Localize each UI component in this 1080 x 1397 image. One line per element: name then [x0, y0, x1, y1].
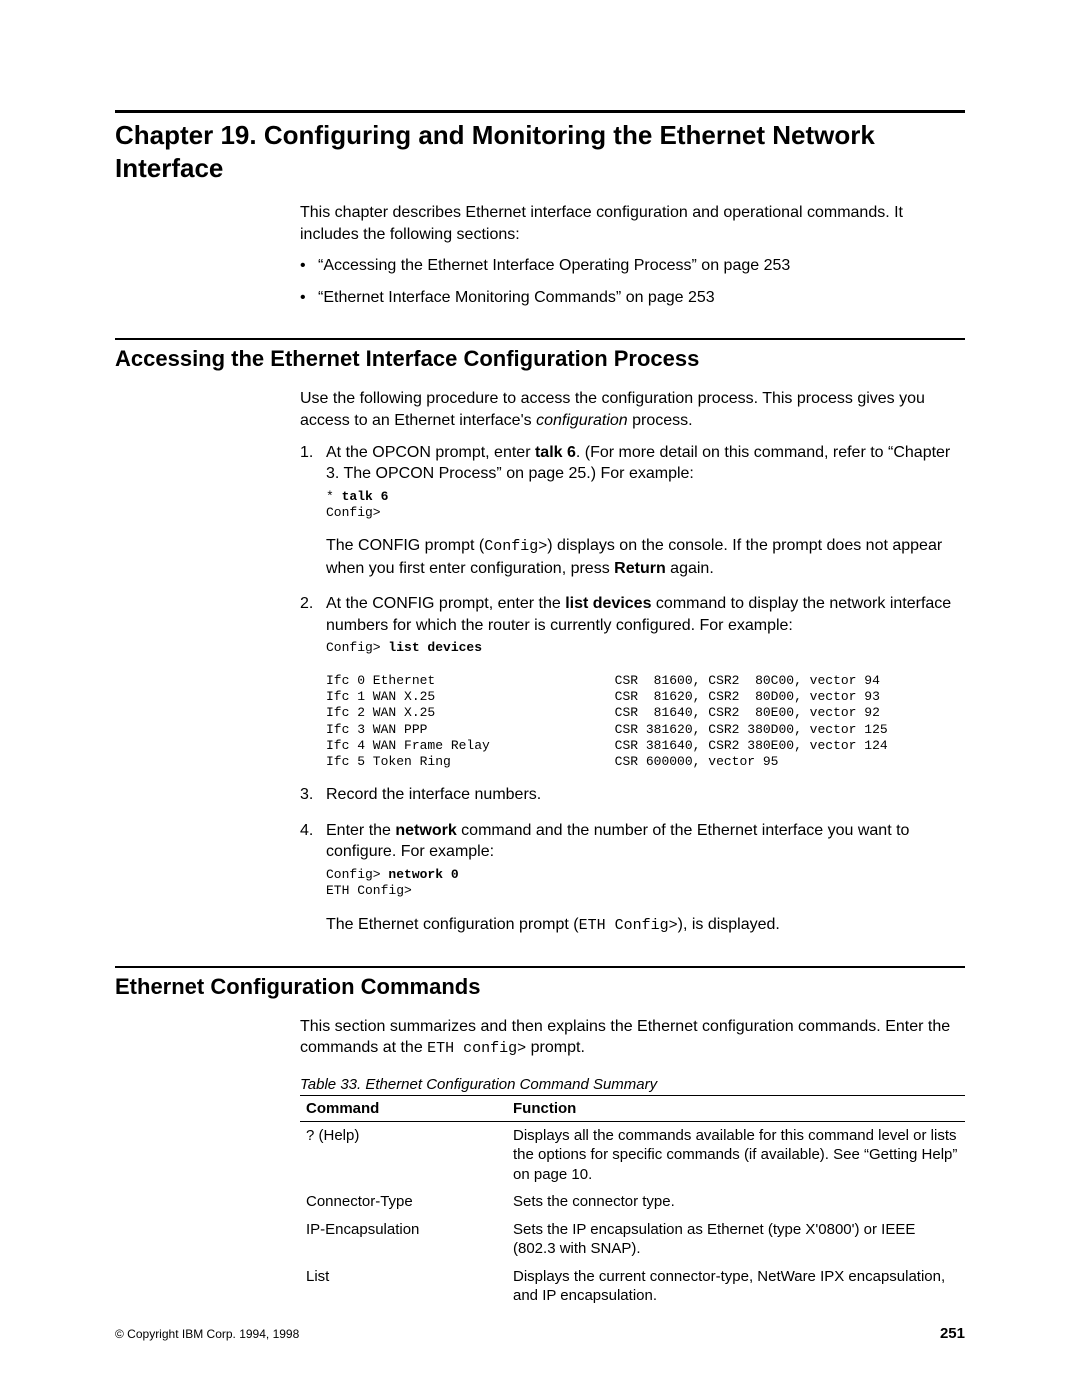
code-block-3: Config> network 0 ETH Config> [326, 867, 965, 900]
step-3: Record the interface numbers. [300, 784, 965, 806]
text: ), is displayed. [678, 916, 780, 933]
step4-follow: The Ethernet configuration prompt (ETH C… [326, 914, 965, 936]
step-1: At the OPCON prompt, enter talk 6. (For … [300, 442, 965, 580]
text-bold: Return [614, 560, 666, 577]
section2-body: This section summarizes and then explain… [300, 1016, 965, 1310]
command-summary-table: Command Function ? (Help) Displays all t… [300, 1095, 965, 1310]
text: This section summarizes and then explain… [300, 1018, 950, 1057]
code-block-2: Config> list devices Ifc 0 Ethernet CSR … [326, 640, 965, 770]
text-bold: list devices [565, 595, 651, 612]
func-cell: Sets the IP encapsulation as Ethernet (t… [507, 1216, 965, 1263]
text: At the OPCON prompt, enter [326, 444, 535, 461]
code-cmd: list devices [388, 640, 482, 655]
section-rule [115, 966, 965, 968]
section1-body: Use the following procedure to access th… [300, 388, 965, 935]
mono-text: ETH Config> [579, 917, 678, 934]
step-4: Enter the network command and the number… [300, 820, 965, 936]
table-row: Connector-Type Sets the connector type. [300, 1188, 965, 1216]
table-row: List Displays the current connector-type… [300, 1263, 965, 1310]
table-header-row: Command Function [300, 1095, 965, 1121]
table-header: Command [300, 1095, 507, 1121]
code-text: ETH Config> [326, 883, 412, 898]
table-row: IP-Encapsulation Sets the IP encapsulati… [300, 1216, 965, 1263]
code-text: Config> [326, 640, 388, 655]
page-number: 251 [940, 1325, 965, 1342]
section1-intro: Use the following procedure to access th… [300, 388, 965, 431]
code-text: Config> [326, 505, 381, 520]
procedure-list: At the OPCON prompt, enter talk 6. (For … [300, 442, 965, 936]
cmd-cell: Connector-Type [300, 1188, 507, 1216]
step1-follow: The CONFIG prompt (Config>) displays on … [326, 535, 965, 579]
code-text: Config> [326, 867, 388, 882]
intro-paragraph: This chapter describes Ethernet interfac… [300, 202, 965, 245]
func-cell: Displays the current connector-type, Net… [507, 1263, 965, 1310]
section2-intro: This section summarizes and then explain… [300, 1016, 965, 1060]
section-title: Ethernet Configuration Commands [115, 974, 965, 1000]
page-footer: © Copyright IBM Corp. 1994, 1998 251 [115, 1325, 965, 1342]
chapter-intro-block: This chapter describes Ethernet interfac… [300, 202, 965, 308]
mono-text: ETH config> [427, 1040, 526, 1057]
mono-text: Config> [484, 538, 547, 555]
copyright: © Copyright IBM Corp. 1994, 1998 [115, 1327, 299, 1341]
text: The CONFIG prompt ( [326, 537, 484, 554]
code-text: * [326, 489, 342, 504]
text: again. [666, 560, 714, 577]
intro-bullets: “Accessing the Ethernet Interface Operat… [300, 255, 965, 308]
text: The Ethernet configuration prompt ( [326, 916, 579, 933]
text: At the CONFIG prompt, enter the [326, 595, 565, 612]
text-italic: configuration [536, 412, 628, 429]
page: Chapter 19. Configuring and Monitoring t… [0, 0, 1080, 1397]
text: Enter the [326, 822, 395, 839]
code-cmd: talk 6 [342, 489, 389, 504]
text: process. [628, 412, 693, 429]
cmd-cell: IP-Encapsulation [300, 1216, 507, 1263]
section-title: Accessing the Ethernet Interface Configu… [115, 346, 965, 372]
section-rule [115, 338, 965, 340]
chapter-top-rule [115, 110, 965, 113]
text-bold: network [395, 822, 456, 839]
table-row: ? (Help) Displays all the commands avail… [300, 1121, 965, 1188]
table-header: Function [507, 1095, 965, 1121]
chapter-title: Chapter 19. Configuring and Monitoring t… [115, 119, 965, 184]
text: prompt. [526, 1039, 585, 1056]
code-block-1: * talk 6 Config> [326, 489, 965, 522]
func-cell: Displays all the commands available for … [507, 1121, 965, 1188]
cmd-cell: List [300, 1263, 507, 1310]
text-bold: talk 6 [535, 444, 576, 461]
step-2: At the CONFIG prompt, enter the list dev… [300, 593, 965, 770]
intro-bullet: “Accessing the Ethernet Interface Operat… [300, 255, 965, 277]
code-body: Ifc 0 Ethernet CSR 81600, CSR2 80C00, ve… [326, 673, 888, 769]
cmd-cell: ? (Help) [300, 1121, 507, 1188]
intro-bullet: “Ethernet Interface Monitoring Commands”… [300, 287, 965, 309]
func-cell: Sets the connector type. [507, 1188, 965, 1216]
code-cmd: network 0 [388, 867, 458, 882]
table-caption: Table 33. Ethernet Configuration Command… [300, 1076, 965, 1093]
